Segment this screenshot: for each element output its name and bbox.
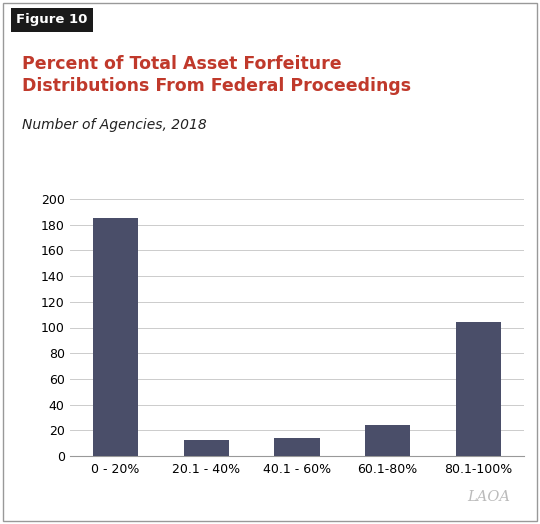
Text: LAOA: LAOA [467, 490, 510, 504]
Bar [93, 219, 138, 456]
Bar [184, 441, 229, 456]
Text: Number of Agencies, 2018: Number of Agencies, 2018 [22, 118, 206, 132]
Text: Percent of Total Asset Forfeiture
Distributions From Federal Proceedings: Percent of Total Asset Forfeiture Distri… [22, 55, 411, 94]
Bar [456, 322, 501, 456]
Bar [365, 425, 410, 456]
Text: Figure 10: Figure 10 [16, 13, 87, 26]
Bar [274, 438, 320, 456]
